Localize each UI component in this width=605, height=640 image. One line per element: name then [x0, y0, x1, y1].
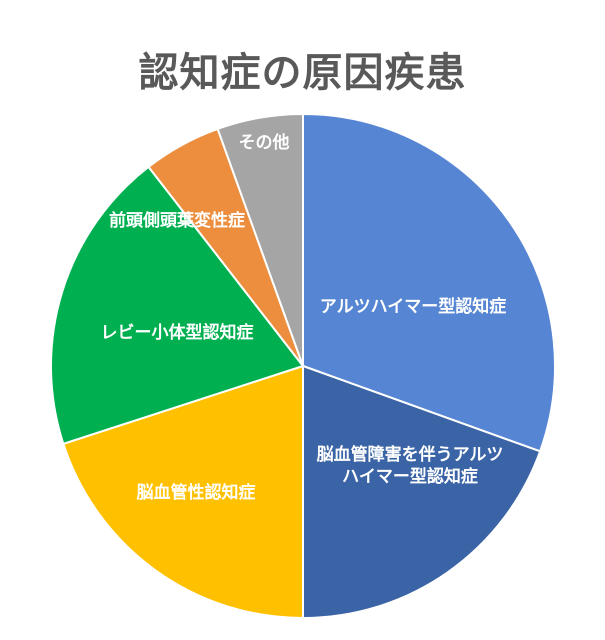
slice-label-line: その他: [239, 132, 290, 153]
slice-label: アルツハイマー型認知症: [320, 296, 507, 317]
slice-label: 脳血管障害を伴うアルツハイマー型認知症: [317, 444, 504, 487]
pie-slice: [216, 112, 304, 367]
slice-label-line: レビー小体型認知症: [101, 322, 254, 343]
slice-label: その他: [239, 132, 290, 153]
slice-label-line: ハイマー型認知症: [342, 466, 478, 487]
slice-label-line: アルツハイマー型認知症: [320, 296, 507, 317]
slice-label: 脳血管性認知症: [137, 482, 256, 503]
slice-label: 前頭側頭葉変性症: [109, 210, 245, 231]
slice-label: レビー小体型認知症: [101, 322, 254, 343]
pie-slice: [302, 112, 556, 453]
slice-label-line: 脳血管性認知症: [137, 482, 256, 503]
slice-label-line: 脳血管障害を伴うアルツ: [317, 444, 504, 465]
chart-title: 認知症の原因疾患: [138, 50, 467, 96]
pie-slice: [302, 364, 542, 620]
slice-label-line: 前頭側頭葉変性症: [109, 210, 245, 231]
pie-slices: [50, 112, 556, 620]
pie-slice: [50, 165, 305, 446]
pie-labels: アルツハイマー型認知症脳血管障害を伴うアルツハイマー型認知症脳血管性認知症レビー…: [101, 132, 507, 503]
pie-slice: [62, 364, 304, 620]
